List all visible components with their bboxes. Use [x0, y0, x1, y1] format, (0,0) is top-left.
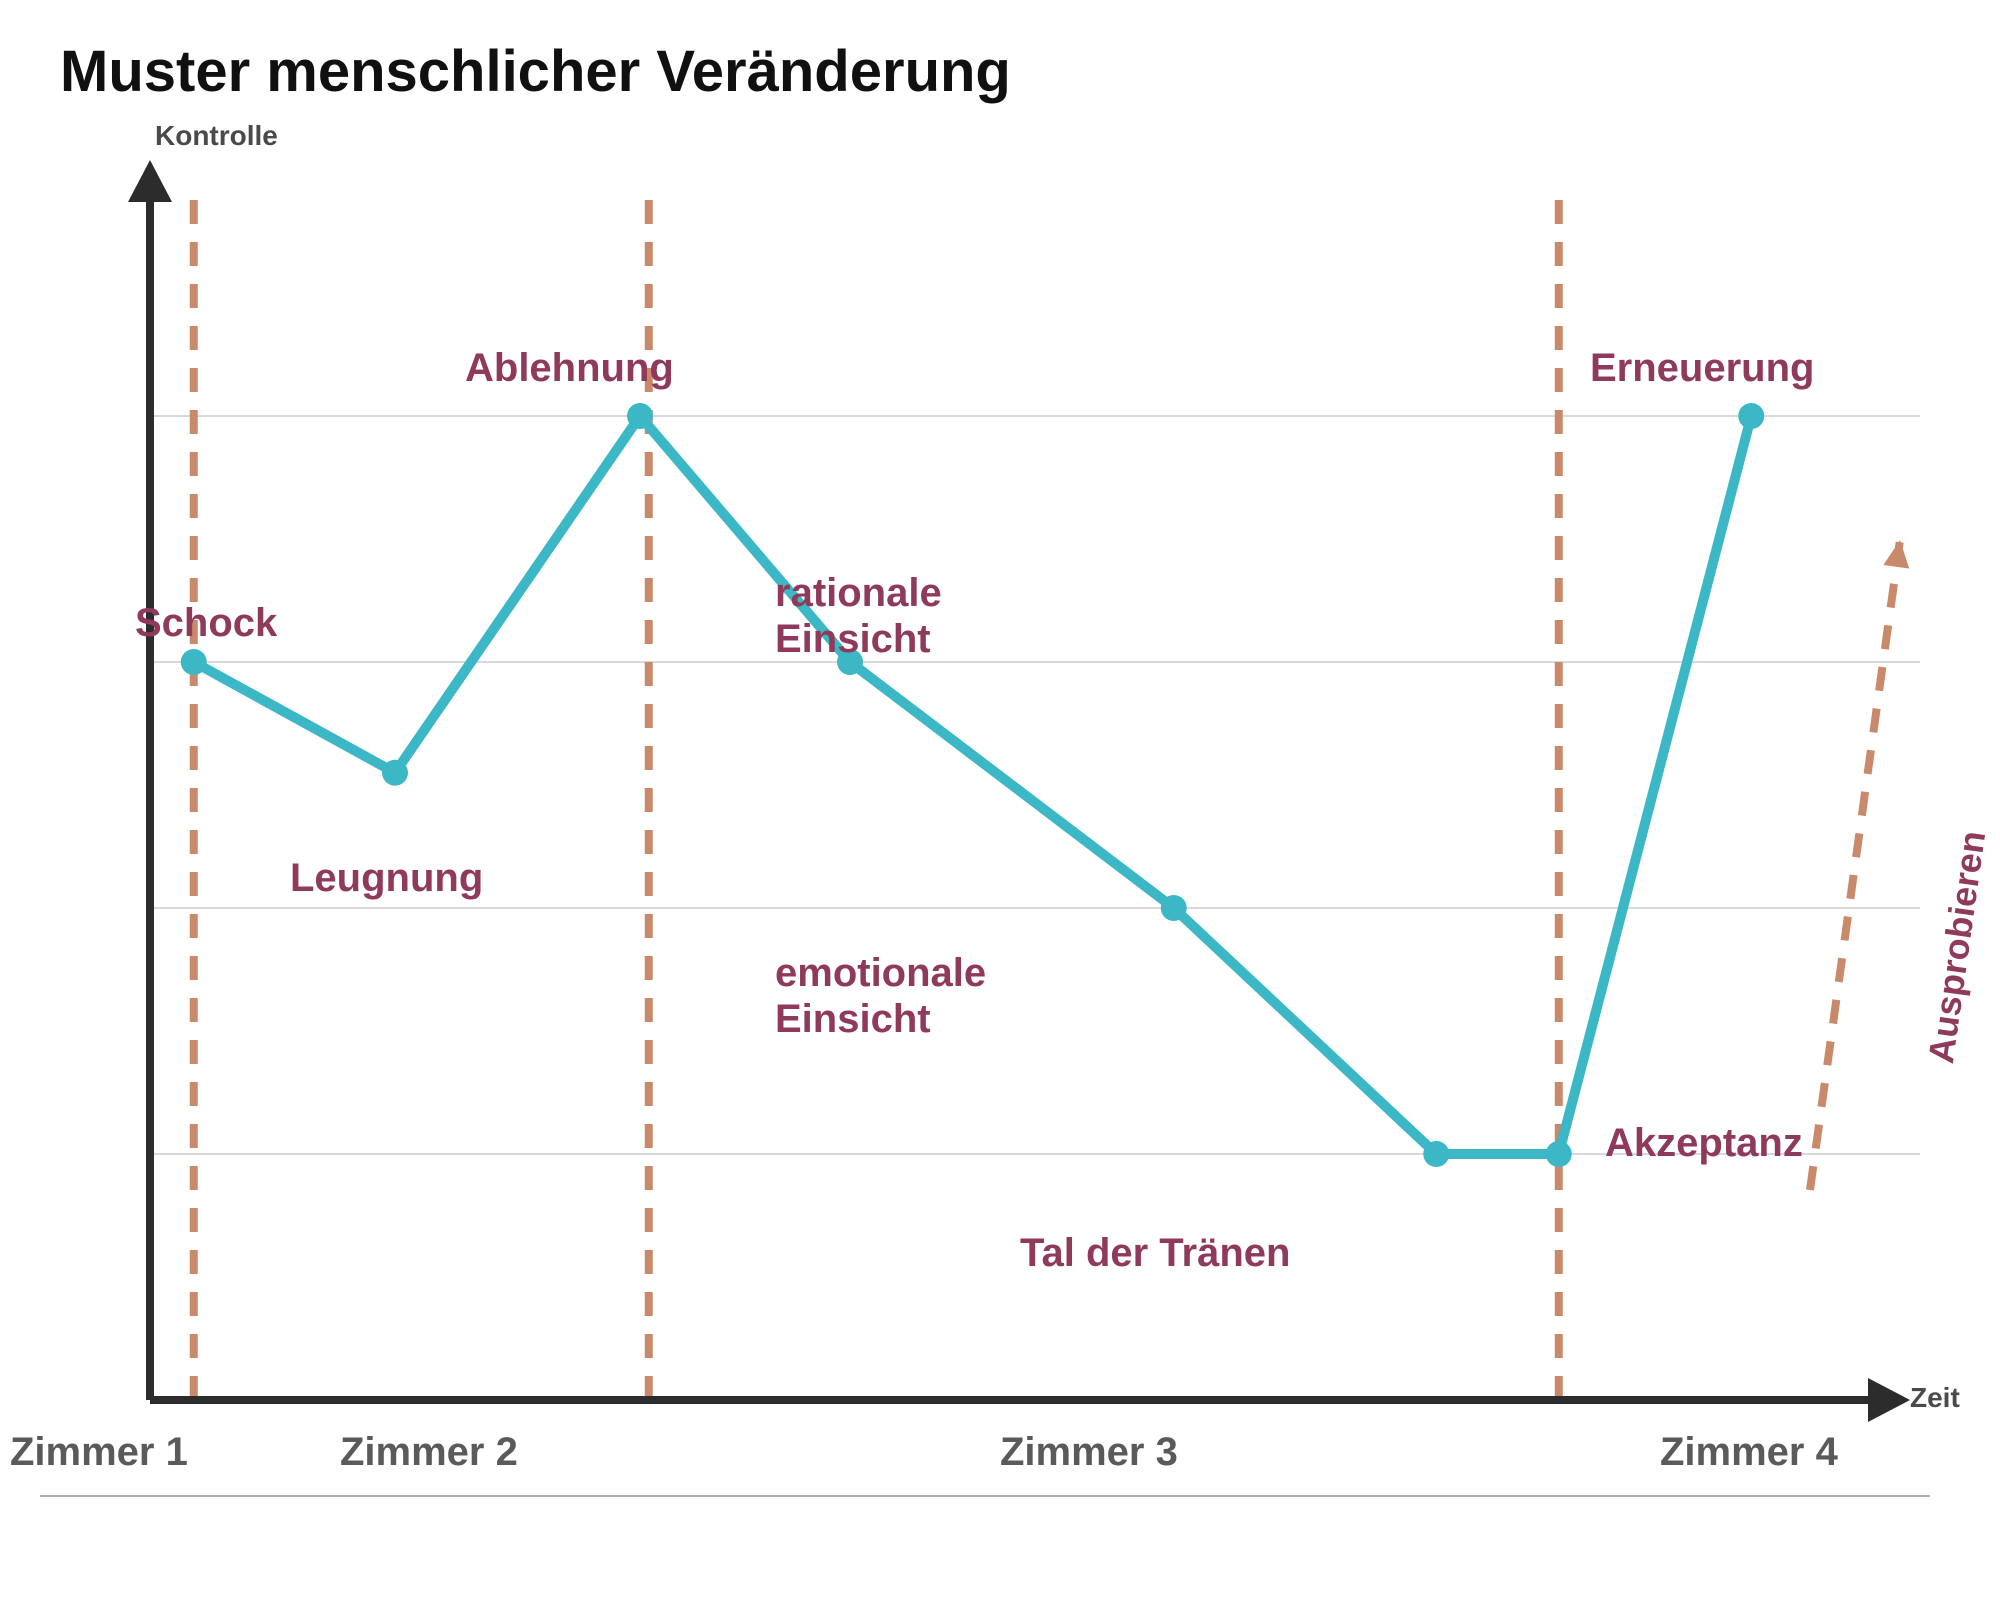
- zone-label-0: Zimmer 1: [10, 1430, 188, 1475]
- zone-label-3: Zimmer 4: [1660, 1430, 1838, 1475]
- point-label-2: Ablehnung: [465, 345, 674, 391]
- zone-underline: [40, 1495, 1930, 1497]
- chart-svg: [0, 0, 2000, 1600]
- series-markers: [181, 403, 1765, 1167]
- zone-label-1: Zimmer 2: [340, 1430, 518, 1475]
- point-label-3: rationale Einsicht: [775, 570, 942, 662]
- point-label-1: Leugnung: [290, 855, 483, 901]
- zone-dividers: [194, 200, 1559, 1400]
- point-label-5: Tal der Tränen: [1020, 1230, 1290, 1276]
- zone-label-2: Zimmer 3: [1000, 1430, 1178, 1475]
- point-label-6: Akzeptanz: [1605, 1120, 1803, 1166]
- series-line: [194, 416, 1752, 1154]
- point-label-4: emotionale Einsicht: [775, 950, 986, 1042]
- point-label-7: Erneuerung: [1590, 345, 1814, 391]
- ausprobieren-arrow: [1810, 540, 1909, 1190]
- chart-container: { "canvas": { "width": 2000, "height": 1…: [0, 0, 2000, 1600]
- point-label-0: Schock: [135, 600, 277, 646]
